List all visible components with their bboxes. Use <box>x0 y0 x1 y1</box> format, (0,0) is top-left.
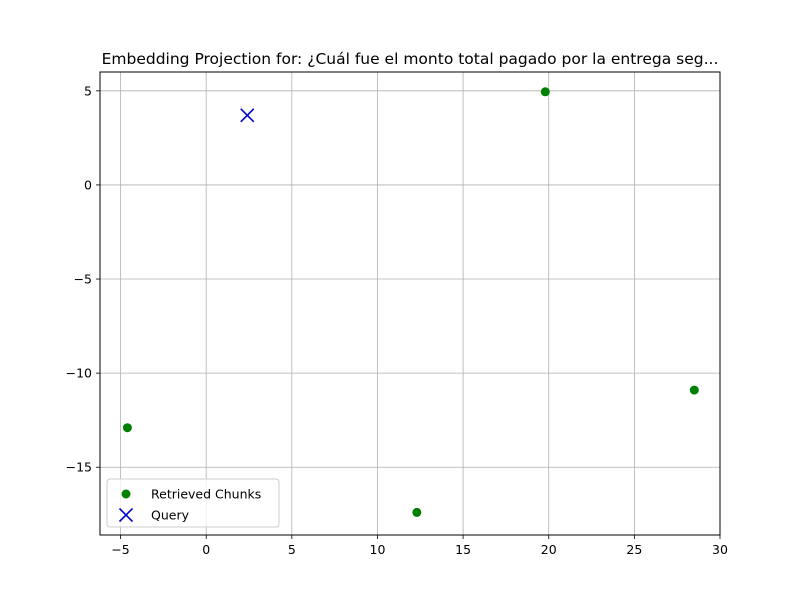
y-tick-label: −5 <box>74 272 92 287</box>
legend-marker-x <box>118 507 134 523</box>
retrieved-chunk-point <box>122 423 132 433</box>
x-tick-label: 30 <box>712 542 728 557</box>
retrieved-chunk-point <box>689 385 699 395</box>
x-tick-label: 5 <box>288 542 296 557</box>
x-tick-label: 15 <box>455 542 471 557</box>
chart-title: Embedding Projection for: ¿Cuál fue el m… <box>102 50 719 68</box>
y-axis-ticks: 5 0 −5 −10 −15 <box>66 83 100 475</box>
y-tick-label: 0 <box>84 177 92 192</box>
y-tick-label: −15 <box>66 460 92 475</box>
x-tick-label: 0 <box>202 542 210 557</box>
x-tick-label: 25 <box>626 542 642 557</box>
y-tick-label: 5 <box>84 83 92 98</box>
x-tick-label: −5 <box>111 542 129 557</box>
data-points <box>122 87 699 517</box>
legend-box <box>106 478 280 528</box>
legend-label: Query <box>151 508 190 523</box>
retrieved-chunk-point <box>412 507 422 517</box>
plot-area <box>100 72 720 535</box>
query-point <box>240 108 255 123</box>
x-tick-label: 20 <box>541 542 557 557</box>
x-tick-label: 10 <box>370 542 386 557</box>
legend-label: Retrieved Chunks <box>151 487 261 502</box>
legend: Retrieved Chunks Query <box>106 478 280 528</box>
legend-marker-circle <box>121 489 131 499</box>
retrieved-chunk-point <box>540 87 550 97</box>
y-tick-label: −10 <box>66 366 92 381</box>
x-axis-ticks: −5 0 5 10 15 20 25 30 <box>111 535 728 557</box>
plot-frame <box>99 71 721 536</box>
